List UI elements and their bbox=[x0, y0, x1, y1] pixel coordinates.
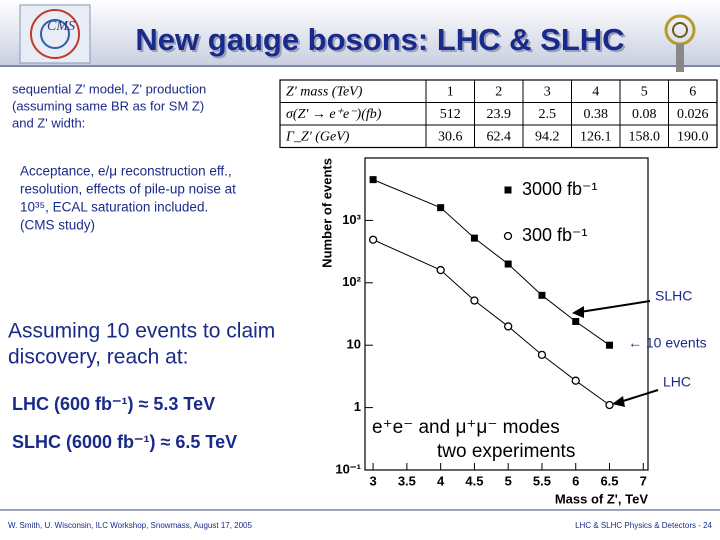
svg-text:CMS: CMS bbox=[47, 19, 75, 34]
x-tick-label: 3.5 bbox=[398, 473, 416, 488]
point bbox=[369, 176, 377, 184]
y-tick-label: 10³ bbox=[342, 212, 361, 227]
table-cell: 4 bbox=[592, 84, 599, 99]
slhc-reach: SLHC (6000 fb⁻¹) ≈ 6.5 TeV bbox=[12, 432, 237, 452]
y-tick-label: 10 bbox=[347, 337, 361, 352]
legend-marker bbox=[504, 186, 512, 194]
table-cell: 126.1 bbox=[580, 129, 612, 144]
point bbox=[470, 296, 479, 305]
table-cell: 0.38 bbox=[584, 107, 609, 122]
table-cell: 23.9 bbox=[487, 107, 512, 122]
intro-line: (assuming same BR as for SM Z) bbox=[12, 98, 204, 113]
point bbox=[571, 376, 580, 385]
table-cell: 6 bbox=[689, 84, 696, 99]
x-tick-label: 6 bbox=[572, 473, 579, 488]
lhc-callout: LHC bbox=[663, 374, 691, 390]
x-tick-label: 6.5 bbox=[600, 473, 618, 488]
point bbox=[504, 322, 513, 331]
table-cell: 0.026 bbox=[677, 107, 709, 122]
plot-annotation: two experiments bbox=[437, 441, 575, 462]
legend-label: 3000 fb⁻¹ bbox=[522, 179, 598, 199]
footer-left: W. Smith, U. Wisconsin, ILC Workshop, Sn… bbox=[8, 521, 253, 530]
point bbox=[605, 400, 614, 410]
x-tick-label: 3 bbox=[369, 473, 376, 488]
x-axis-label: Mass of Z', TeV bbox=[555, 491, 648, 506]
cms-logo: CMS bbox=[19, 4, 91, 64]
y-tick-label: 10⁻¹ bbox=[335, 461, 361, 476]
plot-annotation: e⁺e⁻ and μ⁺μ⁻ modes bbox=[372, 417, 560, 438]
point bbox=[436, 265, 445, 275]
note-line: resolution, effects of pile-up noise at bbox=[20, 182, 236, 197]
atlas-logo bbox=[664, 14, 696, 72]
table-cell: 1 bbox=[447, 84, 454, 99]
note-line: (CMS study) bbox=[20, 218, 95, 233]
table-row-label: Z' mass (TeV) bbox=[286, 84, 363, 99]
events-callout: ← 10 events bbox=[628, 335, 707, 351]
table-cell: 62.4 bbox=[487, 129, 512, 144]
table-cell: 512 bbox=[440, 107, 461, 122]
x-tick-label: 4.5 bbox=[465, 473, 483, 488]
point bbox=[504, 260, 512, 268]
legend-marker bbox=[503, 231, 513, 241]
claim-line: Assuming 10 events to claim bbox=[8, 320, 275, 343]
intro-line: sequential Z' model, Z' production bbox=[12, 81, 206, 96]
note-line: 10³⁵, ECAL saturation included. bbox=[20, 200, 208, 215]
slhc-arrow bbox=[579, 300, 651, 313]
slhc-arrowhead bbox=[572, 306, 584, 318]
table-cell: 3 bbox=[544, 84, 551, 99]
title-bar bbox=[0, 0, 720, 66]
table-cell: 158.0 bbox=[629, 129, 661, 144]
point bbox=[537, 350, 547, 360]
y-tick-label: 10² bbox=[342, 274, 361, 289]
x-tick-label: 4 bbox=[437, 473, 445, 488]
x-tick-label: 5.5 bbox=[533, 473, 551, 488]
plot-frame bbox=[364, 157, 649, 471]
y-tick-label: 1 bbox=[354, 399, 361, 414]
lhc-reach: LHC (600 fb⁻¹) ≈ 5.3 TeV bbox=[12, 394, 215, 414]
claim-line: discovery, reach at: bbox=[8, 346, 189, 369]
note-line: Acceptance, e/μ reconstruction eff., bbox=[20, 164, 232, 179]
intro-line: and Z' width: bbox=[12, 115, 85, 130]
legend-label: 300 fb⁻¹ bbox=[522, 225, 588, 245]
table-cell: 2 bbox=[495, 84, 502, 99]
point bbox=[538, 291, 546, 299]
title-shadow: New gauge bosons: LHC & SLHC bbox=[137, 24, 626, 59]
table-cell: 2.5 bbox=[539, 107, 557, 122]
footer-right: LHC & SLHC Physics & Detectors - 24 bbox=[575, 521, 712, 530]
table-cell: 30.6 bbox=[438, 129, 463, 144]
table-frame bbox=[279, 79, 718, 149]
table-cell: 94.2 bbox=[535, 129, 560, 144]
point bbox=[606, 341, 614, 349]
point bbox=[470, 234, 478, 242]
lhc-arrowhead bbox=[612, 396, 625, 407]
x-tick-label: 5 bbox=[505, 473, 512, 488]
table-cell: 190.0 bbox=[677, 129, 709, 144]
point bbox=[437, 204, 445, 212]
slhc-callout: SLHC bbox=[655, 288, 692, 304]
table-cell: 0.08 bbox=[632, 107, 657, 122]
point bbox=[368, 235, 378, 244]
x-tick-label: 7 bbox=[640, 473, 647, 488]
point bbox=[572, 317, 580, 325]
title: New gauge bosons: LHC & SLHC bbox=[135, 22, 624, 57]
table-row-label: σ(Z' → e⁺e⁻)(fb) bbox=[286, 107, 382, 122]
y-axis-label: Number of events bbox=[319, 158, 334, 268]
lhc-arrow bbox=[619, 389, 659, 403]
table-cell: 5 bbox=[641, 84, 648, 99]
table-row-label: Γ_Z' (GeV) bbox=[285, 129, 350, 144]
